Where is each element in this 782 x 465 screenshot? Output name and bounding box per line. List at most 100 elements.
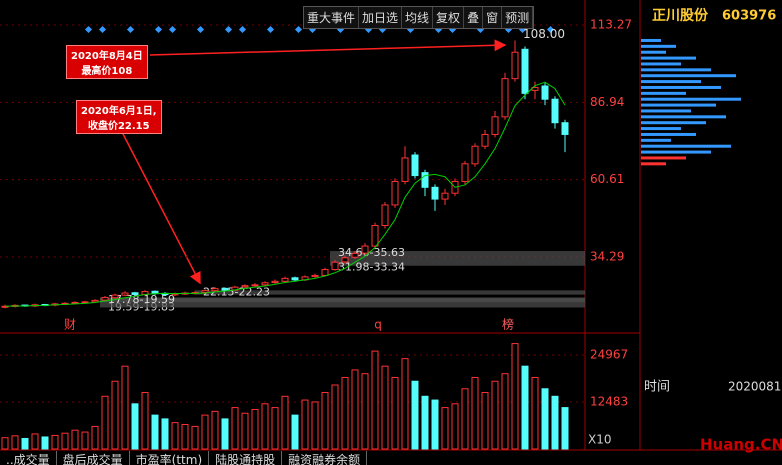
tab[interactable]: ..成交量 — [0, 451, 57, 465]
volume-bar — [41, 436, 49, 450]
time-value: 20200814 — [728, 380, 782, 394]
volume-bar — [451, 403, 459, 450]
toolbar-button[interactable]: 均线 — [402, 7, 434, 28]
volume-profile-bar — [641, 68, 711, 72]
event-diamond — [154, 25, 163, 34]
volume-bar — [421, 395, 429, 450]
toolbar-button[interactable]: 加日选 — [359, 7, 403, 28]
volume-bar — [401, 358, 409, 450]
volume-bar — [71, 429, 79, 450]
volume-bar — [11, 435, 19, 450]
candle-body — [241, 285, 249, 288]
volume-bar — [241, 412, 249, 450]
candle-body — [351, 252, 359, 258]
tab[interactable]: 市盈率(ttm) — [130, 451, 210, 465]
toolbar-button[interactable]: 重大事件 — [304, 7, 360, 28]
candle-body — [91, 299, 99, 303]
volume-bar — [361, 373, 369, 450]
candle-body — [371, 225, 379, 247]
volume-bar — [491, 380, 499, 450]
volume-bar — [431, 399, 439, 450]
volume-profile-bar — [641, 62, 681, 66]
event-marker: q — [374, 318, 382, 332]
volume-profile-bar — [641, 121, 706, 125]
stock-code: 603976 — [722, 9, 776, 24]
volume-bar — [151, 414, 159, 450]
volume-bar — [111, 380, 119, 450]
volume-bar — [181, 424, 189, 450]
volume-bar — [171, 422, 179, 450]
volume-bar — [441, 407, 449, 450]
candle-body — [201, 290, 209, 293]
volume-bar — [1, 437, 9, 450]
volume-bar — [391, 376, 399, 450]
toolbar-button[interactable]: 复权 — [433, 7, 465, 28]
y-tick-label: 12483 — [590, 395, 628, 409]
volume-bar — [21, 437, 29, 450]
candle-body — [211, 288, 219, 292]
volume-bar — [211, 410, 219, 450]
candle-body — [121, 292, 129, 296]
toolbar-button[interactable]: 预测 — [502, 7, 534, 28]
tab[interactable]: 陆股通持股 — [209, 451, 283, 465]
candle-body — [261, 282, 269, 286]
annotation-line: 2020年6月1日, — [81, 106, 157, 117]
tab[interactable]: 盘后成交量 — [57, 451, 130, 465]
candle-body — [551, 98, 559, 124]
zone-label: 34.66-35.63 — [338, 246, 405, 259]
event-diamond — [196, 25, 205, 34]
volume-bar — [471, 376, 479, 450]
candle-body — [101, 296, 109, 301]
volume-bar — [221, 418, 229, 450]
volume-bar — [281, 395, 289, 450]
volume-bar — [271, 407, 279, 450]
volume-bar — [31, 433, 39, 450]
event-diamond — [224, 25, 233, 34]
candle-body — [111, 294, 119, 299]
volume-bar — [321, 392, 329, 450]
volume-bar — [311, 401, 319, 450]
volume-bar — [291, 414, 299, 450]
volume-profile-bar — [641, 156, 686, 160]
stock-name: 正川股份 — [652, 7, 709, 24]
volume-bar — [91, 425, 99, 450]
price-zone — [330, 251, 585, 258]
candle-body — [441, 192, 449, 200]
y-tick-label: 34.29 — [590, 249, 624, 263]
volume-profile-bar — [641, 150, 711, 154]
candle-body — [391, 180, 399, 206]
annotation-line: 最高价108 — [81, 66, 133, 77]
annotation-line: 收盘价22.15 — [87, 121, 150, 132]
candle-body — [461, 163, 469, 182]
candle-body — [361, 245, 369, 254]
volume-bar — [551, 395, 559, 450]
volume-profile-bar — [641, 127, 681, 131]
candle-body — [471, 145, 479, 165]
volume-profile-bar — [641, 115, 726, 119]
volume-bar — [61, 432, 69, 450]
event-diamond — [168, 25, 177, 34]
volume-bar — [121, 365, 129, 450]
tab-bar: ..成交量 盘后成交量 市盈率(ttm) 陆股通持股 融资融券余额 — [0, 451, 368, 465]
event-marker: 榜 — [502, 317, 514, 332]
toolbar-button[interactable]: 窗 — [483, 7, 503, 28]
volume-bar — [191, 425, 199, 450]
volume-bar — [341, 376, 349, 450]
volume-profile-bar — [641, 132, 696, 136]
volume-profile-bar — [641, 97, 741, 101]
candle-body — [381, 204, 389, 227]
volume-profile-bar — [641, 56, 696, 60]
volume-profile-bar — [641, 91, 686, 95]
tab[interactable]: 融资融券余额 — [282, 451, 368, 465]
candle-body — [341, 257, 349, 263]
volume-profile-bar — [641, 85, 721, 89]
volume-bar — [411, 380, 419, 450]
volume-profile-bar — [641, 74, 736, 78]
volume-profile-bar — [641, 38, 661, 42]
toolbar-button[interactable]: 叠 — [464, 7, 484, 28]
volume-bar — [461, 388, 469, 450]
y-tick-label: 60.61 — [590, 172, 624, 186]
volume-bar — [481, 392, 489, 450]
